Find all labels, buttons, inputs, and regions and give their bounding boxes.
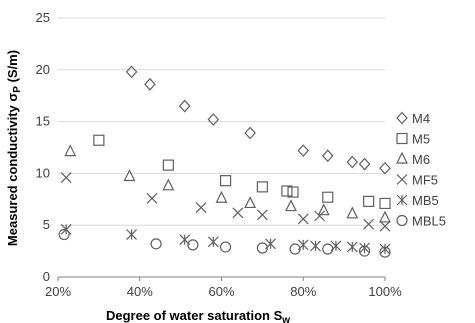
data-point-m4 [379, 161, 391, 175]
data-point-m4 [144, 77, 156, 91]
data-point-m4 [178, 99, 191, 113]
data-point-mf5 [297, 213, 309, 225]
x-axis-title-subscript: w [281, 315, 290, 323]
data-point-m5 [256, 181, 268, 193]
data-point-m5 [219, 175, 232, 187]
data-point-m4 [125, 65, 138, 79]
data-point-mbl5 [289, 243, 301, 255]
data-point-m4 [321, 149, 334, 163]
data-point-m5 [287, 186, 299, 198]
data-point-mbl5 [358, 245, 371, 257]
data-point-mb5 [310, 240, 321, 252]
x-axis-title-main: Degree of water saturation S [106, 308, 283, 323]
tick-labels: 0 5 10 15 20 25 20% 40% 60% 80% 100% [36, 10, 403, 299]
data-point-mf5 [146, 192, 158, 204]
y-tick-label: 10 [36, 165, 50, 180]
data-point-m5 [322, 191, 334, 203]
data-point-m5 [93, 134, 105, 146]
y-axis-title-unit: (S/m) [5, 50, 20, 86]
data-point-m6 [317, 203, 330, 216]
data-point-mbl5 [219, 241, 232, 253]
data-point-mf5 [379, 220, 391, 232]
y-tick-label: 25 [36, 10, 50, 25]
x-tick-label: 20% [45, 284, 71, 299]
data-point-mb5 [126, 229, 137, 240]
legend-marker-m6 [396, 151, 408, 164]
x-tick-label: 100% [368, 284, 402, 299]
axes [57, 276, 386, 281]
y-axis-title: Measured conductivity σP (S/m) [5, 50, 23, 246]
y-axis-title-subscript: P [12, 86, 23, 93]
x-tick-label: 40% [127, 284, 153, 299]
x-axis-title: Degree of water saturation Sw [106, 308, 290, 323]
gridlines [58, 17, 385, 226]
data-point-mbl5 [322, 243, 334, 255]
data-point-m4 [297, 144, 310, 157]
legend-label-mb5: MB5 [412, 193, 439, 208]
data-point-m6 [64, 144, 77, 157]
data-point-mf5 [232, 207, 244, 219]
y-tick-label: 20 [36, 62, 50, 77]
data-point-mf5 [256, 209, 268, 221]
data-point-mf5 [314, 210, 326, 222]
y-tick-label: 15 [36, 114, 50, 129]
y-tick-label: 5 [43, 217, 50, 232]
data-point-mf5 [60, 172, 72, 183]
legend-label-m5: M5 [412, 132, 430, 147]
data-point-mf5 [195, 202, 207, 214]
legend-marker-mbl5 [396, 214, 408, 227]
legend-label-m4: M4 [412, 111, 430, 126]
data-point-mbl5 [379, 246, 391, 258]
legend-marker-m4 [396, 111, 408, 125]
legend: M4 M5 M6 MF5 MB5 MBL5 [396, 111, 446, 229]
data-point-mbl5 [187, 239, 199, 251]
data-point-m6 [346, 206, 359, 219]
legend-marker-m5 [396, 132, 408, 145]
data-point-m6 [123, 169, 136, 182]
data-point-m4 [244, 126, 256, 140]
data-point-mb5 [379, 243, 391, 255]
data-point-mb5 [346, 241, 358, 253]
data-point-m4 [358, 157, 371, 171]
legend-marker-mf5 [396, 174, 408, 185]
data-point-m5 [281, 185, 293, 197]
data-point-m6 [162, 178, 175, 191]
data-point-m5 [162, 159, 174, 171]
y-axis-title-main: Measured conductivity σ [5, 93, 20, 246]
data-point-mbl5 [58, 228, 70, 241]
data-point-m4 [207, 113, 220, 126]
data-point-mbl5 [150, 238, 162, 250]
legend-marker-mb5 [396, 194, 408, 206]
legend-label-m6: M6 [412, 152, 430, 167]
data-point-m5 [363, 195, 375, 207]
x-tick-label: 80% [290, 284, 316, 299]
data-point-mbl5 [256, 242, 268, 254]
data-points [58, 65, 391, 258]
data-point-mb5 [359, 242, 370, 254]
data-point-m6 [244, 196, 257, 209]
data-point-mb5 [207, 236, 219, 248]
data-point-m4 [346, 155, 359, 169]
x-tick-label: 60% [208, 284, 234, 299]
data-point-m6 [285, 199, 297, 212]
legend-label-mf5: MF5 [412, 173, 438, 188]
data-point-m6 [379, 210, 391, 223]
data-point-m6 [215, 190, 228, 203]
data-point-mf5 [363, 218, 375, 230]
legend-label-mbl5: MBL5 [412, 214, 446, 229]
y-tick-label: 0 [43, 269, 50, 284]
data-point-m5 [379, 197, 391, 210]
